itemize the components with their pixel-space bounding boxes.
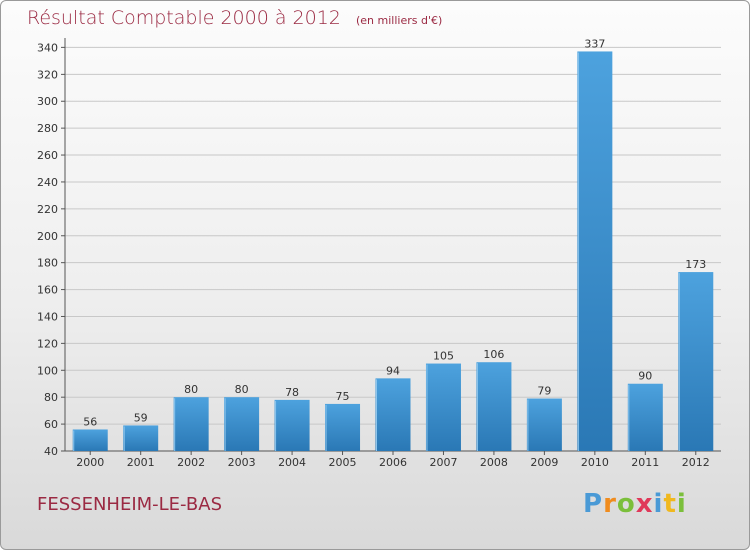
x-tick-label: 2004 <box>278 456 306 469</box>
chart-title-text: Résultat Comptable 2000 à 2012 <box>27 7 341 29</box>
data-label: 90 <box>638 370 652 383</box>
x-tick-label: 2010 <box>581 456 609 469</box>
data-label: 59 <box>134 411 148 424</box>
labels: 40 60 80 100 120 140 160 180 200 220 240 260 280 300 3… <box>37 37 710 469</box>
y-tick-label: 260 <box>37 149 58 162</box>
data-label: 78 <box>285 386 299 399</box>
y-tick-label: 340 <box>37 41 58 54</box>
y-tick-label: 120 <box>37 337 58 350</box>
logo-letter: i <box>653 489 664 519</box>
y-tick-label: 180 <box>37 257 58 270</box>
logo-letter: t <box>663 489 677 519</box>
x-tick-label: 2005 <box>329 456 357 469</box>
y-tick-label: 320 <box>37 68 58 81</box>
data-label: 75 <box>336 390 350 403</box>
chart-unit-text: (en milliers d'€) <box>355 14 443 27</box>
x-tick-label: 2012 <box>682 456 710 469</box>
y-tick-label: 220 <box>37 203 58 216</box>
bar <box>375 378 411 451</box>
x-tick-label: 2000 <box>76 456 104 469</box>
logo-letter: i <box>676 489 687 519</box>
bar <box>224 397 260 451</box>
x-tick-label: 2009 <box>530 456 558 469</box>
y-tick-label: 60 <box>44 418 58 431</box>
y-tick-label: 100 <box>37 364 58 377</box>
data-label: 105 <box>433 350 454 363</box>
bar <box>325 403 361 451</box>
y-tick-label: 80 <box>44 391 58 404</box>
data-label: 106 <box>483 348 504 361</box>
bar <box>627 383 663 451</box>
data-label: 80 <box>235 383 249 396</box>
x-tick-label: 2006 <box>379 456 407 469</box>
bar <box>476 362 512 451</box>
logo-letter: o <box>616 489 636 519</box>
x-tick-label: 2011 <box>631 456 659 469</box>
bar <box>577 51 613 452</box>
bar <box>72 429 108 451</box>
data-label: 94 <box>386 364 400 377</box>
logo-letter: P <box>583 489 604 519</box>
y-tick-label: 200 <box>37 230 58 243</box>
data-label: 56 <box>83 415 97 428</box>
proxiti-logo[interactable]: Proxiti <box>583 489 687 519</box>
commune-name: FESSENHEIM-LE-BAS <box>37 494 223 515</box>
bars <box>72 51 714 452</box>
bar <box>425 363 461 451</box>
bar <box>123 425 159 451</box>
x-tick-label: 2008 <box>480 456 508 469</box>
data-label: 80 <box>184 383 198 396</box>
x-tick-label: 2007 <box>429 456 457 469</box>
y-tick-label: 140 <box>37 310 58 323</box>
y-tick-label: 160 <box>37 284 58 297</box>
y-tick-label: 280 <box>37 122 58 135</box>
data-label: 79 <box>537 385 551 398</box>
logo-letter: r <box>603 489 617 519</box>
bar <box>274 399 310 451</box>
bar <box>173 397 209 451</box>
data-label: 173 <box>685 258 706 271</box>
chart-title: Résultat Comptable 2000 à 2012 (en milli… <box>27 7 442 29</box>
x-tick-label: 2002 <box>177 456 205 469</box>
data-label: 337 <box>584 37 605 50</box>
bar <box>526 398 562 451</box>
x-tick-label: 2003 <box>228 456 256 469</box>
y-tick-label: 240 <box>37 176 58 189</box>
bar <box>678 272 714 451</box>
x-tick-label: 2001 <box>127 456 155 469</box>
logo-letter: x <box>635 489 654 519</box>
y-tick-label: 300 <box>37 95 58 108</box>
y-tick-label: 40 <box>44 445 58 458</box>
